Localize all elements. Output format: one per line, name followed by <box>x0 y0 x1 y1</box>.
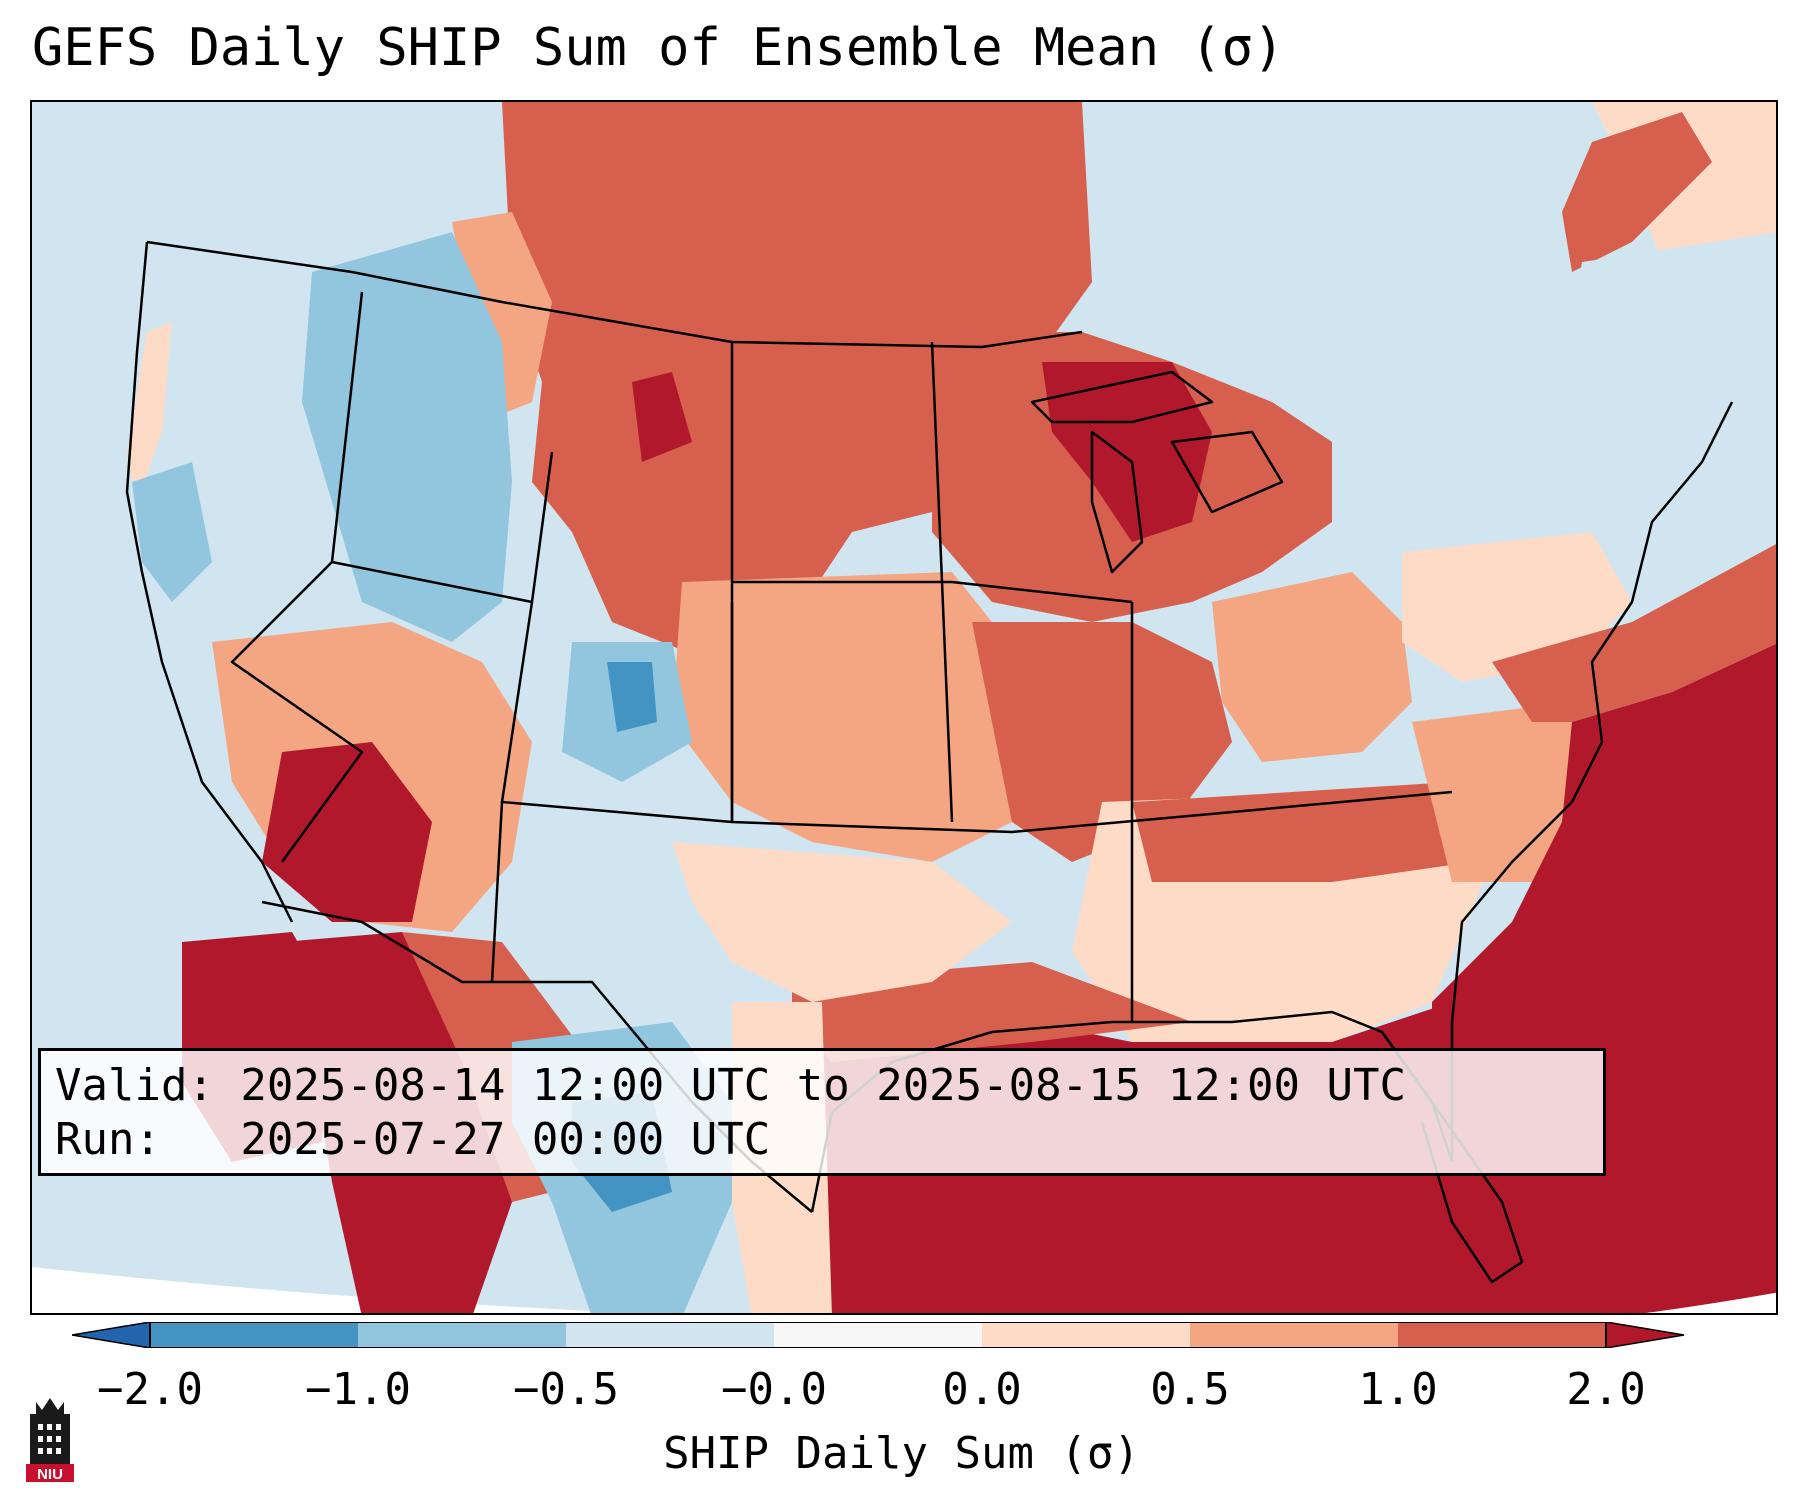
colorbar-bin <box>982 1322 1190 1348</box>
colorbar-tick-label: −0.0 <box>721 1364 827 1415</box>
colorbar-tick-label: −1.0 <box>305 1364 411 1415</box>
region-rockies-blue <box>302 232 512 642</box>
region-pacific-coast <box>127 322 172 502</box>
region-wisconsin-hot <box>1042 362 1212 542</box>
map-panel <box>30 100 1778 1315</box>
region-west-coast-blue <box>132 462 212 602</box>
valid-run-info-box: Valid: 2025-08-14 12:00 UTC to 2025-08-1… <box>38 1048 1606 1176</box>
state-line-5 <box>732 580 1133 604</box>
coastline-east <box>1450 401 1734 1162</box>
region-dakota-hot <box>632 372 692 462</box>
colorbar-tick-label: −0.5 <box>513 1364 619 1415</box>
state-line-8 <box>230 561 364 863</box>
chart-title: GEFS Daily SHIP Sum of Ensemble Mean (σ) <box>32 18 1285 78</box>
region-arizona-hot <box>262 742 432 922</box>
colorbar-bin <box>1190 1322 1398 1348</box>
valid-time-text: Valid: 2025-08-14 12:00 UTC to 2025-08-1… <box>55 1060 1407 1111</box>
region-st-lawrence <box>1562 112 1712 272</box>
colorbar-tick-label: −2.0 <box>97 1364 203 1415</box>
region-new-england-light <box>1552 232 1776 572</box>
colorbar-bin <box>774 1322 982 1348</box>
lake-superior <box>1030 370 1214 424</box>
colorbar-bin <box>358 1322 566 1348</box>
colorbar-tick-label: 1.0 <box>1358 1364 1438 1415</box>
ship-anomaly-map <box>32 102 1776 1313</box>
state-line-1 <box>330 291 554 604</box>
lake-michigan <box>1090 430 1144 574</box>
colorbar-under-arrow <box>72 1322 151 1348</box>
colorbar-tick-label: 0.5 <box>1150 1364 1230 1415</box>
lake-huron <box>1170 430 1284 514</box>
colorbar-bin <box>566 1322 774 1348</box>
coastline-west <box>125 241 294 923</box>
colorbar-tick-label: 2.0 <box>1566 1364 1646 1415</box>
border-canada-us <box>146 240 1083 349</box>
run-time-text: Run: 2025-07-27 00:00 UTC <box>55 1114 771 1165</box>
niu-logo: NIU <box>26 1398 74 1483</box>
university-tower-icon <box>30 1398 70 1464</box>
region-central-plains <box>672 572 1032 862</box>
region-northern-plains <box>502 102 1092 662</box>
colorbar-bin <box>150 1322 358 1348</box>
region-colorado-core <box>607 662 657 732</box>
colorbar-over-arrow <box>1605 1322 1685 1348</box>
region-tennessee <box>1132 782 1472 882</box>
colorbar-bin <box>1398 1322 1606 1348</box>
state-line-9 <box>490 801 504 983</box>
region-ohio-valley <box>1212 572 1412 762</box>
colorbar-tick-label: 0.0 <box>942 1364 1022 1415</box>
colorbar <box>72 1322 1685 1348</box>
region-atlantic-warm <box>1492 544 1776 722</box>
region-texas-east-light <box>672 842 1012 1002</box>
colorbar-label: SHIP Daily Sum (σ) <box>663 1428 1140 1479</box>
logo-text: NIU <box>37 1466 63 1483</box>
state-line-6 <box>731 790 1453 834</box>
colorbar-outline <box>149 1322 1607 1348</box>
